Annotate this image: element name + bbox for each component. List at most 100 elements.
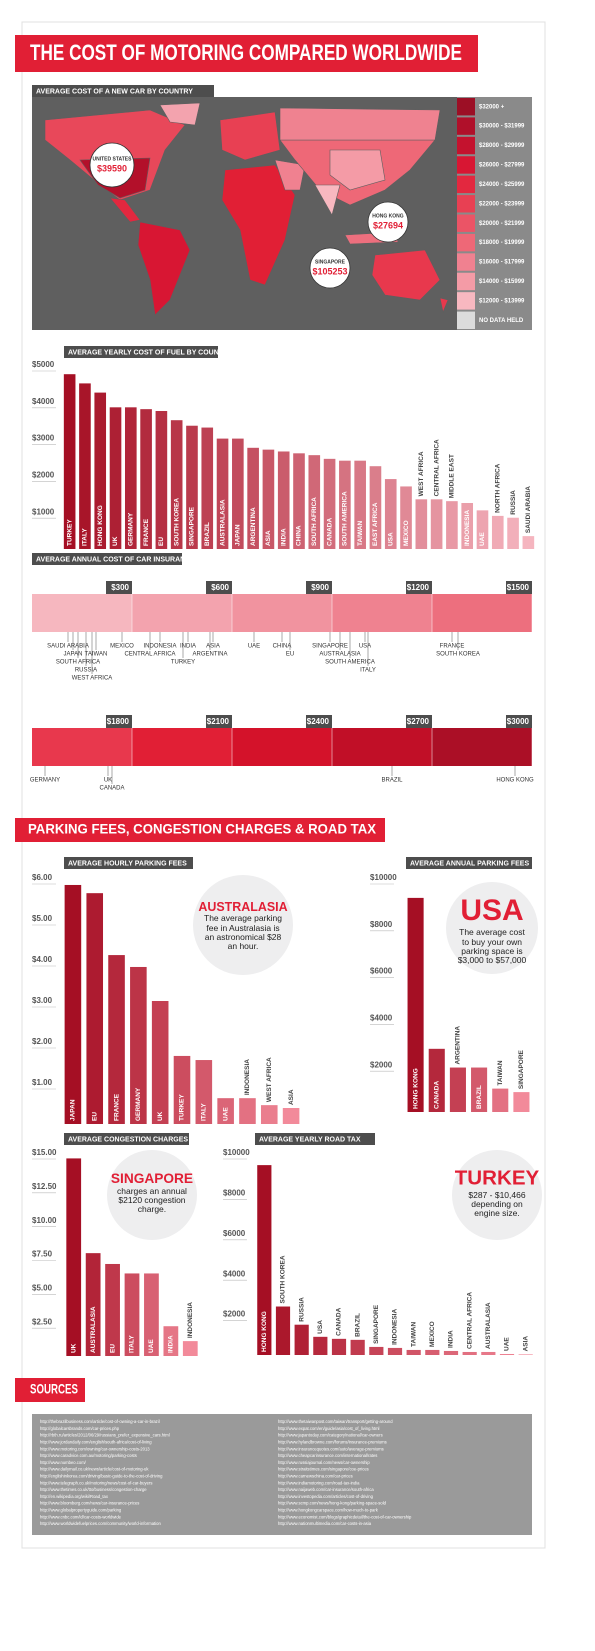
legend-label: $16000 - $17999 — [479, 260, 525, 266]
x-tick-label: $1200 — [407, 583, 430, 592]
marker-label: HONG KONG — [496, 778, 534, 784]
bar — [257, 1165, 272, 1355]
chart-title-bar — [64, 346, 218, 358]
source-link: http://www.caradvice.com.au/motoring/par… — [40, 1453, 137, 1458]
x-tick-label: $3000 — [507, 717, 530, 726]
annotation-heading: USA — [460, 894, 523, 927]
bar — [446, 501, 458, 549]
legend-label: $32000 + — [479, 104, 505, 110]
source-link: http://www.motoring.com/owning/car-owner… — [40, 1446, 150, 1451]
bar-label: MEXICO — [429, 1321, 436, 1347]
tick-label-box — [506, 581, 532, 594]
bar — [109, 407, 122, 549]
source-link: http://www.hylandbrowne.com/forums/insur… — [278, 1440, 387, 1445]
world-map — [44, 102, 449, 316]
x-tick-label: $2100 — [207, 717, 230, 726]
bar — [144, 1273, 159, 1356]
legend-label: $22000 - $23999 — [479, 201, 525, 207]
bar — [406, 1349, 421, 1355]
bar-label: GERMANY — [135, 1087, 142, 1121]
bar — [428, 1048, 445, 1112]
legend-swatch — [457, 175, 475, 194]
bar-label: INDIA — [168, 1335, 175, 1353]
bar — [275, 1306, 291, 1355]
bar-label: TURKEY — [179, 1094, 186, 1121]
bar-label: ASIA — [265, 530, 272, 546]
y-tick-label: $8000 — [223, 1189, 246, 1198]
source-link: http://rbth.ru/articles/2012/06/29/russi… — [40, 1433, 170, 1438]
section-title: PARKING FEES, CONGESTION CHARGES & ROAD … — [28, 821, 377, 837]
bar — [94, 392, 107, 549]
bar — [443, 1350, 459, 1355]
bar — [105, 1263, 120, 1356]
bar — [173, 1055, 191, 1124]
x-tick-label: $600 — [211, 583, 229, 592]
legend-swatch — [457, 117, 475, 135]
bar-label: JAPAN — [235, 524, 242, 546]
legend-label: $28000 - $29999 — [479, 143, 525, 149]
chart-title-bar — [32, 553, 182, 565]
y-tick-label: $5.00 — [32, 914, 53, 923]
chart-title-bar — [32, 85, 214, 97]
marker-label: MEXICO — [110, 644, 134, 650]
bar — [462, 1351, 477, 1355]
range-band — [32, 594, 132, 632]
bar — [155, 411, 168, 549]
bar — [195, 1060, 213, 1124]
bar-label: USA — [317, 1320, 324, 1334]
source-link: http://globalcarsbrands.com/car-prices.p… — [40, 1426, 120, 1431]
bar-label: SAUDI ARABIA — [525, 486, 532, 533]
marker-label: WEST AFRICA — [72, 676, 113, 682]
x-tick-label: $1800 — [107, 717, 130, 726]
bar — [513, 1092, 530, 1112]
source-link: http://www.thetimes.co.uk/tto/business/c… — [40, 1487, 147, 1492]
marker-label: ARGENTINA — [192, 652, 227, 658]
y-tick-label: $6000 — [370, 967, 393, 976]
y-tick-label: $3.00 — [32, 996, 53, 1005]
x-tick-label: $2700 — [407, 717, 430, 726]
bar-label: SINGAPORE — [189, 506, 196, 546]
legend-swatch — [457, 311, 475, 329]
bar — [400, 486, 412, 549]
marker-label: CENTRAL AFRICA — [124, 652, 175, 658]
bar — [481, 1351, 496, 1355]
bar-label: SOUTH AFRICA — [311, 497, 318, 546]
legend-label: $18000 - $19999 — [479, 240, 525, 246]
bar-label: TAIWAN — [410, 1321, 417, 1346]
range-band — [32, 728, 132, 766]
y-tick-label: $1.00 — [32, 1078, 53, 1087]
legend-swatch — [457, 214, 475, 232]
bar-label: MEXICO — [403, 520, 410, 546]
chart-title-bar — [255, 1133, 375, 1145]
source-link: http://www.indiamotoring.com/road-tax-in… — [278, 1480, 360, 1485]
chart-title: AVERAGE CONGESTION CHARGES — [68, 1136, 188, 1143]
bar-label: FRANCE — [113, 1093, 120, 1121]
bar — [247, 447, 259, 549]
annotation-box: The average parking fee in Australasia i… — [204, 914, 282, 951]
y-tick-label: $6.00 — [32, 873, 53, 882]
y-tick-label: $2.50 — [32, 1317, 53, 1326]
y-tick-label: $8000 — [370, 920, 393, 929]
marker-label: CANADA — [99, 786, 124, 792]
y-tick-label: $7.50 — [32, 1250, 53, 1259]
source-link: http://thebrazilbusiness.com/article/cos… — [40, 1419, 160, 1424]
bar-label: SINGAPORE — [518, 1049, 525, 1089]
bar — [507, 517, 519, 549]
tick-label-box — [106, 581, 132, 594]
bar — [140, 409, 152, 549]
source-link: http://en.wikipedia.org/wiki/Road_tax — [40, 1494, 109, 1499]
annotation-text: $287 - $10,466 depending on engine size. — [468, 1190, 526, 1219]
bar-label: UAE — [148, 1339, 155, 1353]
bar — [294, 1324, 309, 1355]
tick-label-box — [106, 715, 132, 728]
legend-label: $14000 - $15999 — [479, 279, 525, 285]
chart-title-bar — [64, 1133, 189, 1145]
source-link: http://englishinkorea.com/driving/basic-… — [40, 1474, 163, 1479]
marker-label: EU — [286, 652, 294, 658]
callout-name: SINGAPORE — [315, 259, 346, 265]
callout-bubble — [309, 247, 351, 289]
bar-label: MIDDLE EAST — [449, 454, 456, 498]
annotation-bubble — [446, 882, 538, 974]
y-tick-label: $2.00 — [32, 1037, 53, 1046]
bar-label: SOUTH AMERICA — [342, 491, 349, 546]
